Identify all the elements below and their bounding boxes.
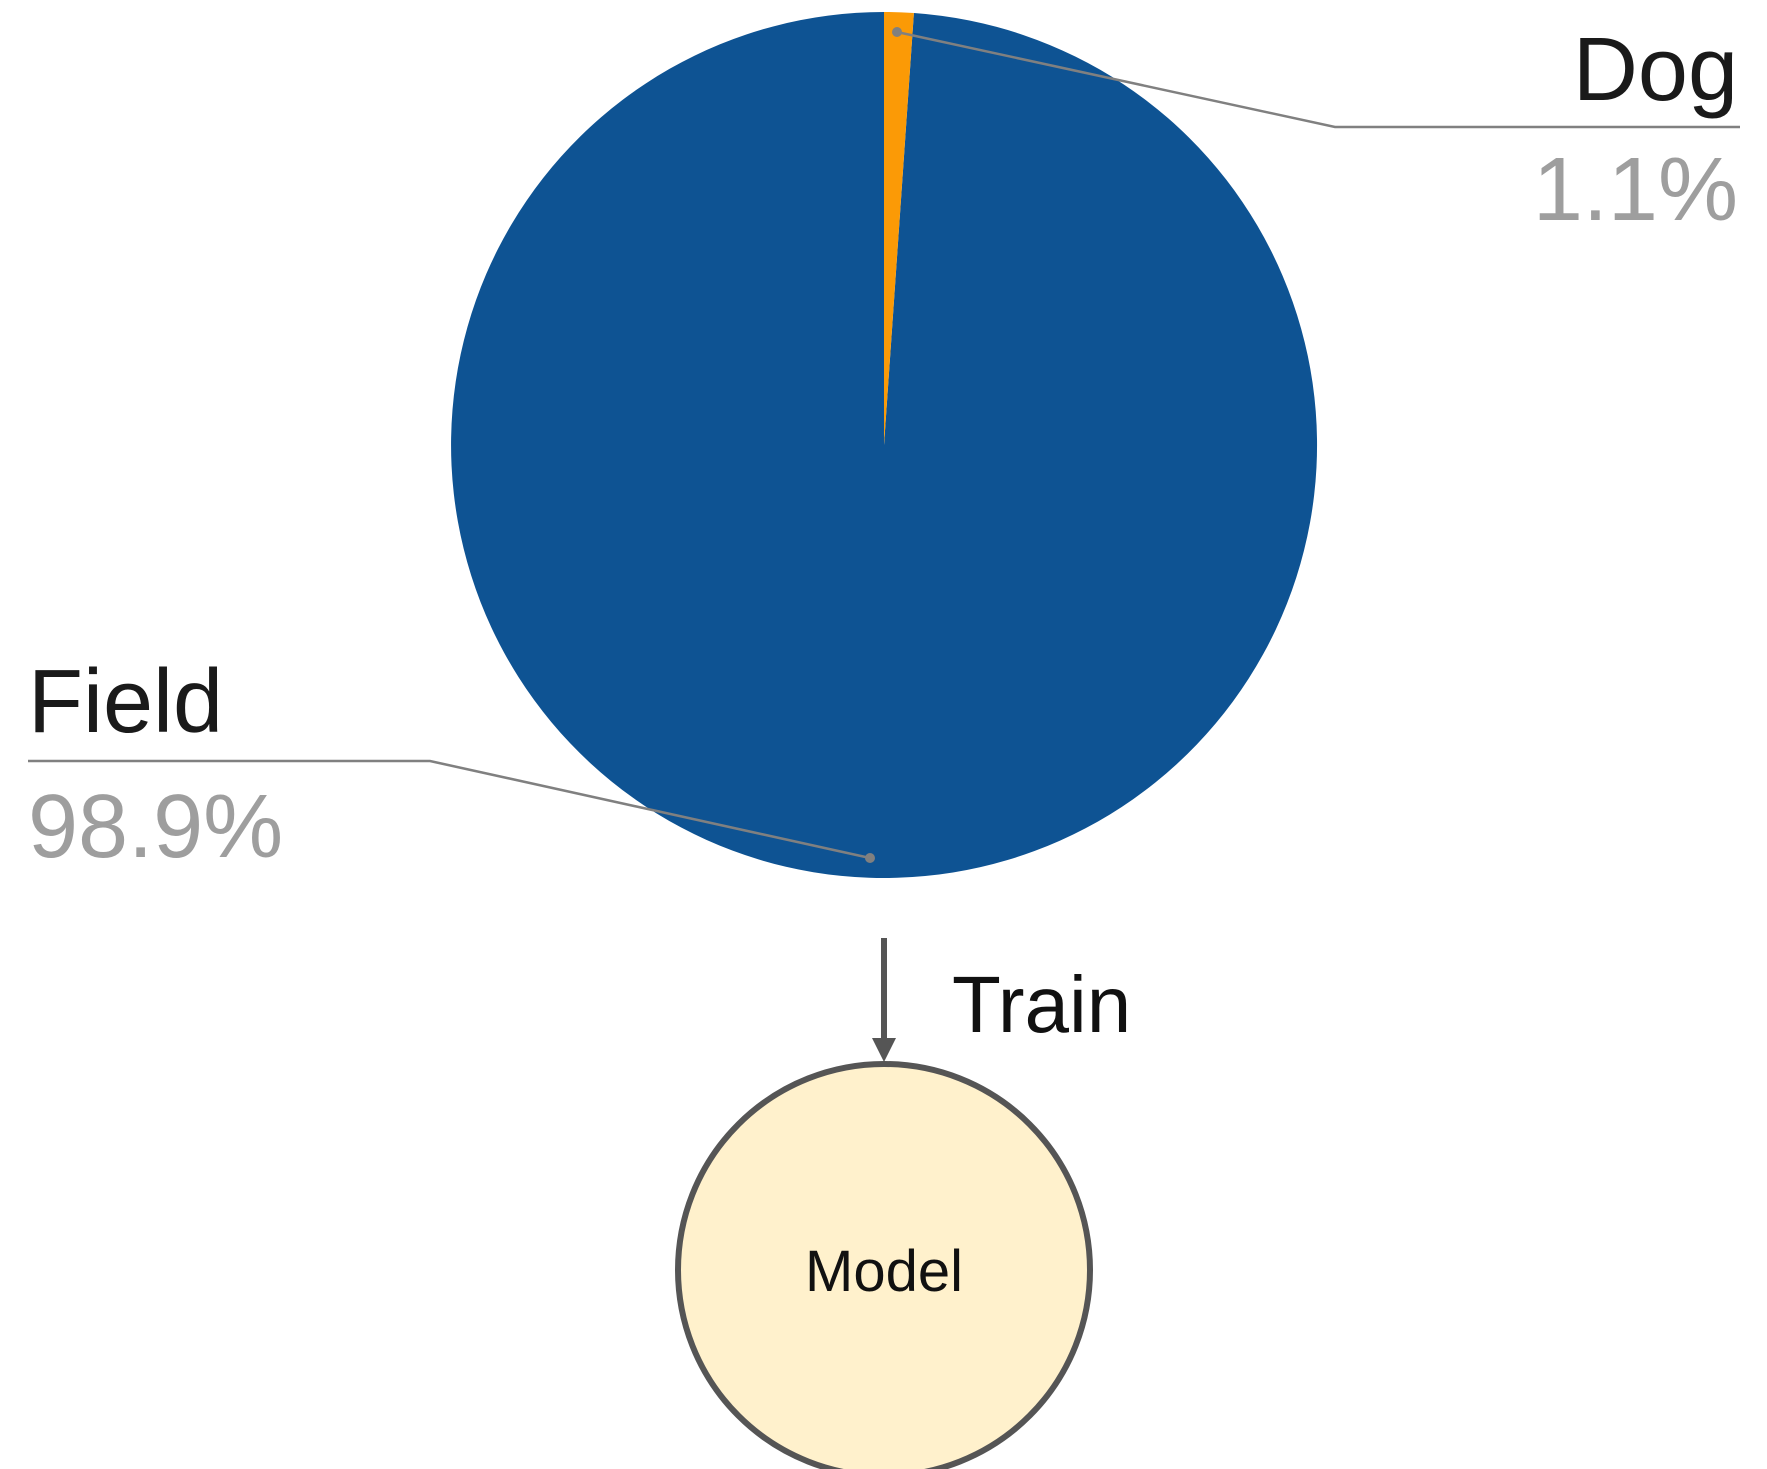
pie-slice-field — [451, 12, 1318, 878]
slice-label-field: Field — [28, 652, 223, 752]
leader-dot-dog — [892, 27, 902, 37]
pie-slice-dog — [884, 11, 914, 445]
model-node — [675, 1061, 1093, 1469]
train-label: Train — [952, 960, 1131, 1049]
train-arrow-head — [872, 1038, 896, 1062]
slice-value-field: 98.9% — [28, 777, 283, 877]
model-label: Model — [805, 1239, 963, 1304]
slice-value-dog: 1.1% — [1533, 140, 1738, 240]
leader-line-dog — [896, 30, 1740, 129]
leader-dot-field — [865, 853, 875, 863]
leader-line-field — [28, 759, 871, 860]
slice-label-dog: Dog — [1573, 20, 1738, 120]
